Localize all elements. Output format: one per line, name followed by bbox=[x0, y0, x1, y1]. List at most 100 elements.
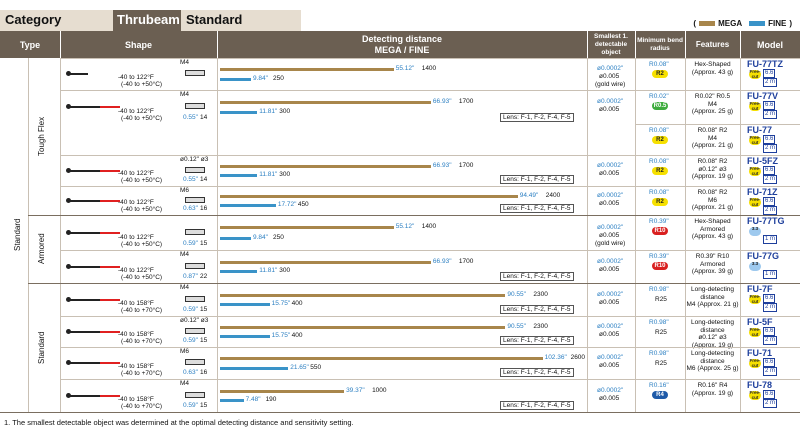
mega-mm: 1700 bbox=[458, 98, 474, 105]
fine-mm: 400 bbox=[291, 300, 303, 307]
free-cut-badge: Free-cut bbox=[749, 197, 761, 207]
header-detecting: Detecting distance MEGA / FINE bbox=[217, 31, 587, 58]
fine-mm: 190 bbox=[265, 396, 277, 403]
legend-fine: FINE bbox=[768, 19, 787, 28]
connector-icon bbox=[66, 263, 71, 269]
bend-inch: R0.02" bbox=[649, 93, 669, 100]
fine-bar bbox=[220, 335, 270, 338]
sensor-head-icon bbox=[185, 295, 205, 302]
dim-mm: 15 bbox=[200, 240, 208, 247]
connector-icon bbox=[66, 71, 71, 76]
sensor-head-icon bbox=[185, 166, 205, 173]
model-name[interactable]: FU-71Z bbox=[747, 187, 778, 197]
dim-mm: 15 bbox=[200, 402, 208, 409]
connector-icon bbox=[66, 197, 71, 203]
fiber-tip bbox=[100, 106, 120, 108]
dim-mm: 15 bbox=[200, 337, 208, 344]
mega-mm: 1400 bbox=[421, 65, 437, 72]
bend-inch: R0.39" bbox=[649, 218, 669, 225]
thread-spec: M4 bbox=[180, 380, 190, 387]
fine-mm: 400 bbox=[291, 332, 303, 339]
mega-inch: 66.93" bbox=[432, 162, 452, 169]
thrubeam-tab: Thrubeam bbox=[113, 10, 181, 31]
row-separator bbox=[60, 250, 800, 251]
bend-radius-badge: R2 bbox=[652, 70, 668, 78]
free-cut-badge: Free-cut bbox=[749, 135, 761, 145]
temp-c: (-40 to +50°C) bbox=[121, 81, 163, 88]
row-separator bbox=[60, 347, 800, 348]
row-separator bbox=[635, 124, 800, 125]
cable-length-ft: 6.6 bbox=[763, 327, 776, 336]
lens-note: Lens: F-1, F-2, F-4, F-5 bbox=[500, 305, 574, 314]
header-features: Features bbox=[695, 39, 730, 49]
header-shape: Shape bbox=[124, 39, 152, 50]
model-name[interactable]: FU-77 bbox=[747, 125, 773, 135]
free-cut-badge: 3.3 bbox=[749, 261, 761, 271]
feature-text: Armored bbox=[700, 260, 725, 268]
bend-inch: R0.16" bbox=[649, 382, 669, 389]
feature-text: ø0.12" ø3 bbox=[698, 334, 727, 341]
feature-text: (Approx. 43 g) bbox=[691, 68, 734, 76]
feature-text: M6 bbox=[707, 196, 718, 204]
temp-f: -40 to 122°F bbox=[118, 234, 154, 241]
dim-mm: 14 bbox=[200, 176, 208, 183]
model-name[interactable]: FU-77V bbox=[747, 91, 779, 101]
mega-mm: 1700 bbox=[458, 258, 474, 265]
smallest-inch: ø0.0002" bbox=[597, 161, 624, 169]
mega-mm: 1700 bbox=[458, 162, 474, 169]
cable-length-m: 2 m bbox=[763, 399, 778, 408]
fine-inch: 7.48" bbox=[245, 396, 261, 403]
connector-icon bbox=[66, 229, 71, 235]
dim-inch: 0.63" bbox=[183, 205, 198, 212]
fine-mm: 250 bbox=[273, 75, 284, 82]
feature-text: distance bbox=[700, 293, 725, 301]
model-name[interactable]: FU-7F bbox=[747, 284, 773, 294]
temp-c: (-40 to +70°C) bbox=[121, 370, 163, 377]
connector-icon bbox=[66, 296, 71, 302]
mega-inch: 102.36" bbox=[544, 354, 567, 361]
thread-spec: M4 bbox=[180, 91, 190, 98]
feature-text: R0.16" R4 bbox=[697, 382, 728, 389]
temp-f: -40 to 158°F bbox=[118, 300, 154, 307]
temp-c: (-40 to +50°C) bbox=[121, 177, 163, 184]
fine-bar bbox=[220, 270, 258, 273]
mega-bar bbox=[220, 195, 518, 198]
lens-note: Lens: F-1, F-2, F-4, F-5 bbox=[500, 336, 574, 345]
connector-icon bbox=[66, 392, 71, 398]
model-name[interactable]: FU-77G bbox=[747, 251, 780, 261]
model-name[interactable]: FU-5F bbox=[747, 317, 773, 327]
fiber-tip bbox=[100, 330, 120, 333]
model-name[interactable]: FU-78 bbox=[747, 380, 773, 390]
cable-length-ft: 6.6 bbox=[763, 197, 776, 206]
cable-length-m: 2 m bbox=[763, 78, 778, 87]
mega-inch: 66.93" bbox=[432, 258, 452, 265]
model-name[interactable]: FU-77TG bbox=[747, 216, 785, 226]
mega-mm: 1000 bbox=[372, 387, 387, 394]
cable-length-ft: 6.6 bbox=[763, 69, 776, 78]
mega-bar bbox=[220, 357, 543, 360]
row-separator bbox=[60, 90, 800, 91]
bend-radius-badge: R10 bbox=[652, 262, 668, 270]
temp-f: -40 to 158°F bbox=[118, 396, 154, 403]
model-name[interactable]: FU-71 bbox=[747, 348, 773, 358]
mega-bar bbox=[220, 101, 431, 104]
feature-text: (Approx. 39 g) bbox=[691, 268, 734, 275]
bend-radius-badge: R2 bbox=[652, 198, 668, 206]
model-name[interactable]: FU-77TZ bbox=[747, 59, 783, 69]
temp-c: (-40 to +50°C) bbox=[121, 241, 163, 248]
sensor-head-icon bbox=[185, 359, 205, 365]
fiber-cable bbox=[70, 169, 100, 172]
header-bend: Minimum bend radius bbox=[637, 36, 683, 52]
feature-text: distance bbox=[700, 326, 725, 334]
fine-inch: 17.72" bbox=[277, 201, 297, 208]
smallest-mm: ø0.005 bbox=[599, 106, 620, 113]
fine-mm: 450 bbox=[297, 201, 309, 208]
bend-radius-badge: R2 bbox=[652, 136, 668, 144]
connector-icon bbox=[66, 328, 71, 334]
model-name[interactable]: FU-5FZ bbox=[747, 156, 778, 166]
fiber-cable bbox=[70, 330, 100, 333]
mega-mm: 1400 bbox=[421, 223, 437, 230]
mega-bar bbox=[220, 226, 394, 229]
cable-length-m: 2 m bbox=[763, 206, 778, 215]
feature-text: (Approx. 25 g) bbox=[691, 108, 734, 115]
